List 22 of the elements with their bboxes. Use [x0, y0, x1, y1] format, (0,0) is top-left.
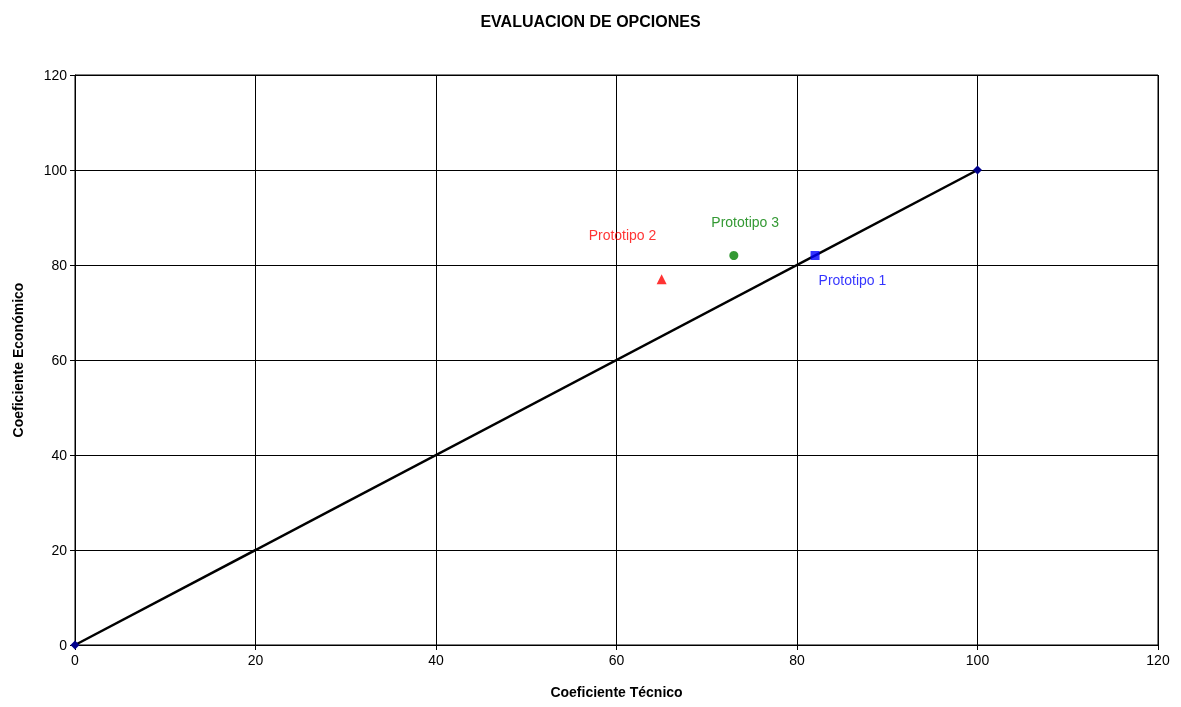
- y-tick-label: 0: [59, 637, 68, 653]
- y-tick-label: 60: [51, 352, 68, 368]
- y-tick-label: 120: [43, 67, 68, 83]
- series-label: Prototipo 1: [818, 272, 887, 288]
- x-tick-label: 80: [789, 652, 805, 668]
- y-tick-label: 80: [51, 257, 68, 273]
- x-tick-label: 100: [965, 652, 990, 668]
- x-tick-label: 120: [1146, 652, 1170, 668]
- y-tick-label: 20: [51, 542, 68, 558]
- point: [656, 274, 667, 285]
- y-axis-title: Coeficiente Económico: [10, 282, 26, 438]
- y-tick-label: 100: [43, 162, 68, 178]
- x-tick-label: 0: [71, 652, 80, 668]
- x-tick-label: 20: [247, 652, 264, 668]
- text: Prototipo 3: [711, 214, 780, 230]
- y-tick-label: 40: [51, 447, 68, 463]
- chart-title: EVALUACION DE OPCIONES: [480, 12, 701, 30]
- point: [810, 251, 820, 260]
- point: [729, 251, 739, 260]
- x-tick-label: 40: [428, 652, 444, 668]
- x-axis-title: Coeficiente Técnico: [550, 684, 683, 700]
- x-tick-label: 60: [608, 652, 625, 668]
